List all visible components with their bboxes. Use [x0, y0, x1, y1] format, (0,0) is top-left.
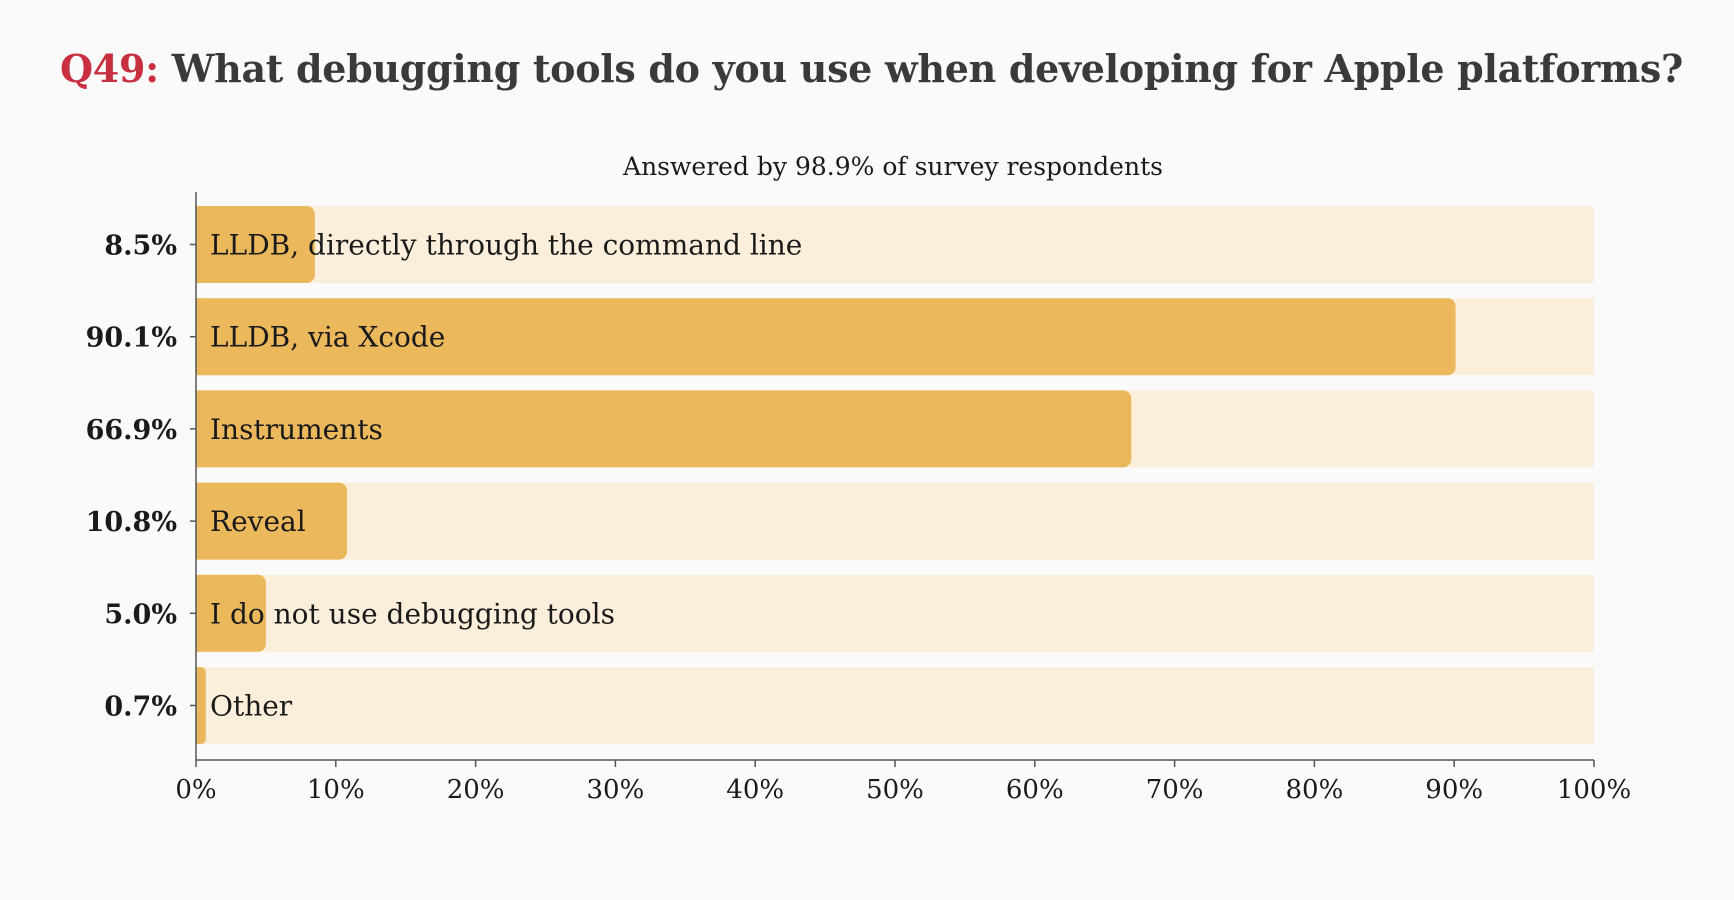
x-tick-label: 20% — [447, 775, 505, 805]
bar-left-edge — [196, 390, 204, 468]
chart-subtitle: Answered by 98.9% of survey respondents — [622, 152, 1163, 181]
bar-left-edge — [196, 667, 201, 744]
bar — [196, 206, 315, 283]
bar-left-edge — [196, 298, 204, 376]
bar-track — [196, 206, 1594, 283]
value-label: 90.1% — [86, 323, 177, 354]
x-tick-label: 10% — [307, 775, 365, 805]
bar-left-edge — [196, 206, 204, 283]
category-label: Instruments — [210, 413, 383, 446]
x-tick-label: 30% — [587, 775, 645, 805]
bar-track — [196, 482, 1594, 560]
category-label: LLDB, directly through the command line — [210, 229, 802, 262]
x-tick-label: 50% — [866, 775, 924, 805]
category-label: Other — [210, 690, 293, 723]
category-labels: LLDB, directly through the command line L… — [210, 229, 802, 723]
question-text: What debugging tools do you use when dev… — [171, 46, 1683, 91]
x-tick-label: 70% — [1146, 775, 1204, 805]
bar-track — [196, 667, 1594, 744]
x-tick-label: 100% — [1557, 775, 1631, 805]
bar — [196, 482, 347, 560]
bar-left-edge — [196, 574, 204, 652]
x-tick-label: 0% — [175, 775, 216, 805]
bar-track — [196, 574, 1594, 652]
value-label: 66.9% — [86, 415, 177, 446]
bar-tracks — [196, 206, 1594, 744]
value-label: 8.5% — [104, 231, 177, 262]
x-tick-label: 80% — [1286, 775, 1344, 805]
question-number: Q49: — [60, 46, 159, 91]
category-label: I do not use debugging tools — [210, 597, 615, 630]
bar-left-edge — [196, 482, 204, 560]
x-axis: 0% 10% 20% 30% 40% 50% 60% 70% 80% 90% 100% — [175, 759, 1631, 805]
y-axis — [190, 192, 197, 760]
value-label: 5.0% — [104, 599, 177, 630]
x-tick-label: 90% — [1425, 775, 1483, 805]
bar — [196, 390, 1132, 468]
value-label: 0.7% — [104, 692, 177, 723]
category-label: LLDB, via Xcode — [210, 321, 445, 354]
bar — [196, 298, 1456, 376]
category-label: Reveal — [210, 505, 306, 538]
x-tick-label: 40% — [726, 775, 784, 805]
bars — [196, 206, 1456, 744]
page-title: Q49: What debugging tools do you use whe… — [60, 46, 1683, 91]
value-labels: 8.5% 90.1% 66.9% 10.8% 5.0% 0.7% — [86, 231, 177, 723]
value-label: 10.8% — [86, 507, 177, 538]
x-tick-label: 60% — [1006, 775, 1064, 805]
bar — [196, 574, 266, 652]
